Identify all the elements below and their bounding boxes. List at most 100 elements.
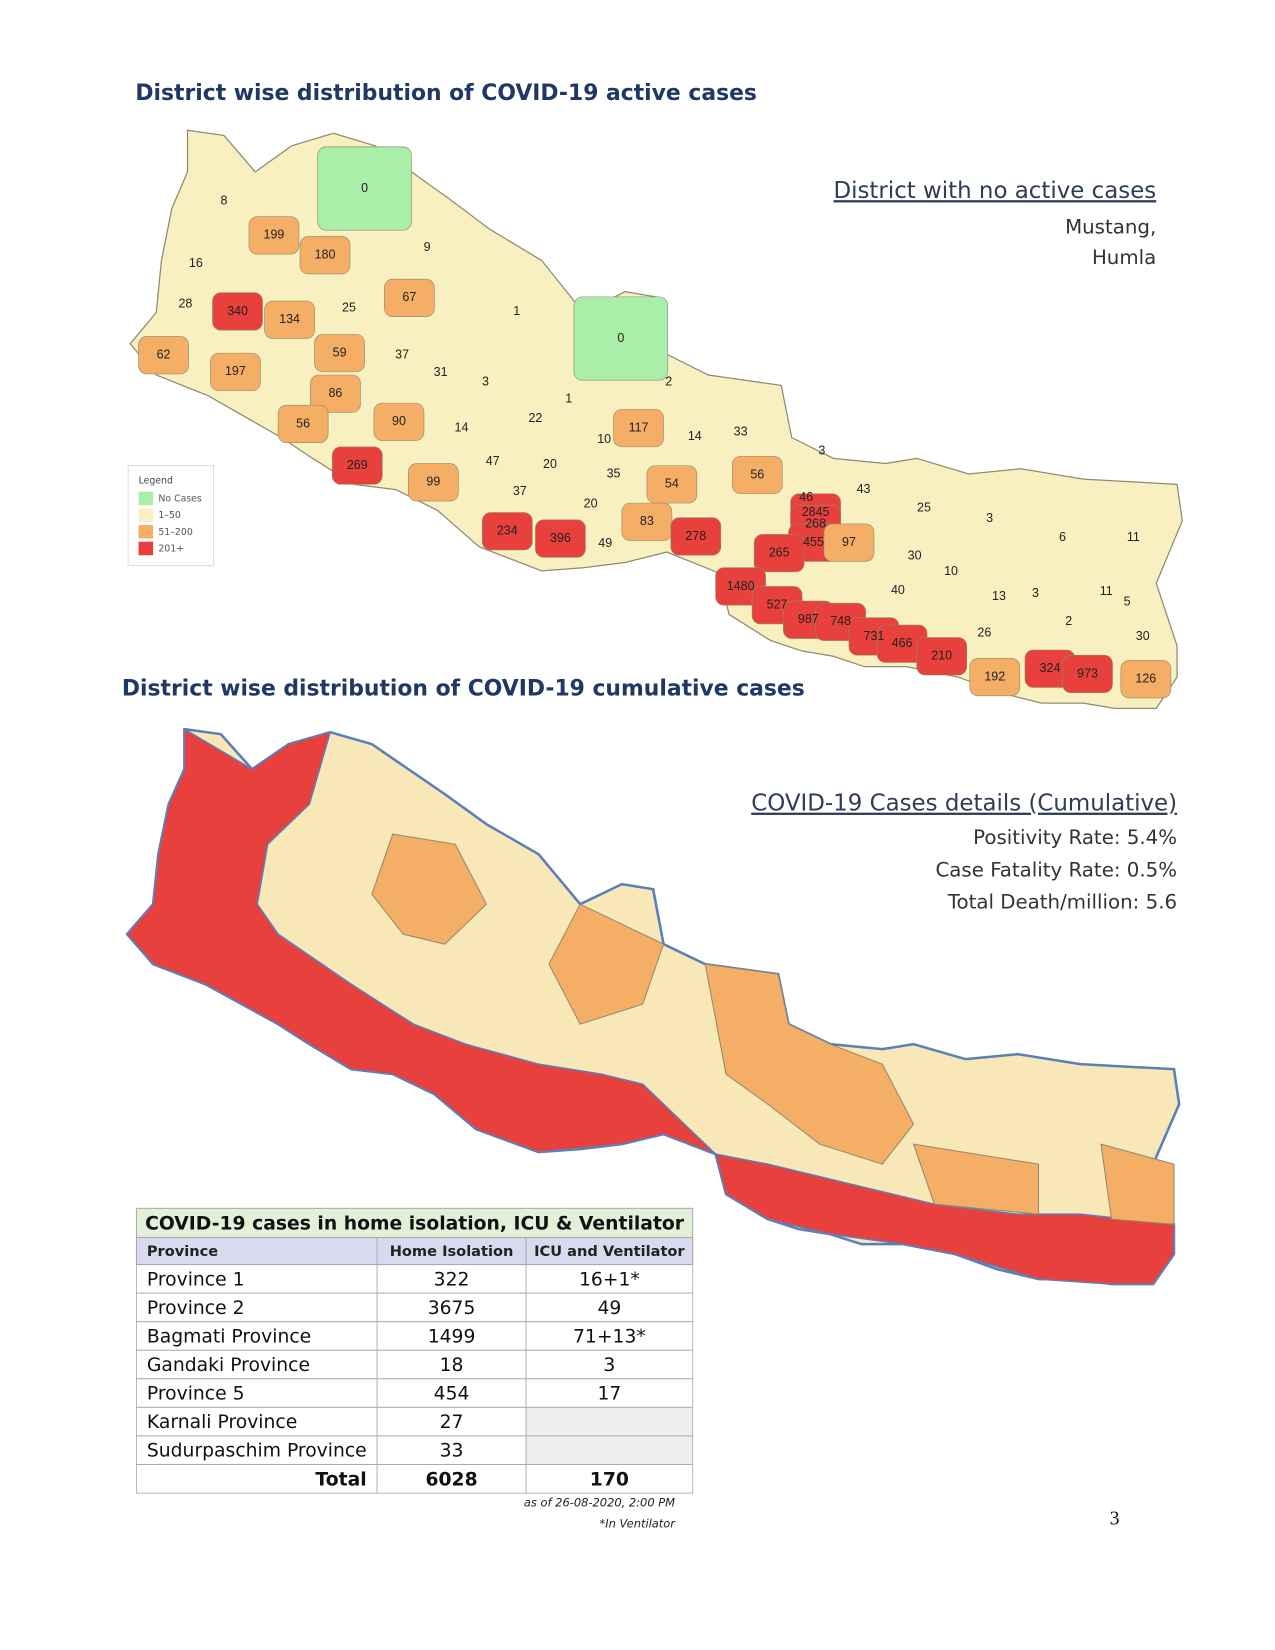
district-value: 199: [264, 228, 285, 242]
district-value: 731: [864, 629, 885, 643]
district-value: 11: [1100, 584, 1113, 598]
side-line: Mustang,: [1065, 216, 1156, 239]
table-text: Gandaki Province: [147, 1355, 310, 1376]
table-title: COVID-19 cases in home isolation, ICU & …: [145, 1213, 685, 1234]
district-value: 197: [225, 364, 246, 378]
district-value: 13: [992, 589, 1006, 603]
table-text: Karnali Province: [147, 1412, 297, 1433]
district: [408, 463, 459, 502]
district-value: 28: [178, 296, 192, 310]
district-value: 3: [482, 375, 489, 389]
district-value: 10: [597, 432, 611, 446]
table-text: 17: [597, 1384, 621, 1405]
table-text: 16+1*: [579, 1269, 640, 1290]
district-value: 234: [497, 524, 518, 538]
district-value: 748: [830, 614, 851, 628]
district-value: 9: [424, 240, 431, 254]
district: [310, 374, 361, 413]
district-value: 5: [1124, 594, 1131, 608]
district-value: 97: [842, 535, 856, 549]
table-text: Home Isolation: [390, 1243, 514, 1260]
district-value: 59: [333, 345, 347, 359]
district: [613, 409, 664, 448]
table-text: 1499: [428, 1326, 476, 1347]
district: [731, 455, 783, 495]
district-value: 455: [803, 535, 824, 549]
table-text: 33: [440, 1441, 464, 1462]
district-value: 396: [550, 531, 571, 545]
table-text: 322: [434, 1269, 470, 1290]
legend: Legend No Cases 1–50 51–200 201+: [127, 465, 215, 567]
district-value: 3: [818, 443, 825, 457]
district: [138, 336, 189, 375]
district: [264, 300, 315, 339]
legend-title: Legend: [139, 476, 173, 487]
map-title: District wise distribution of COVID-19 a…: [135, 81, 757, 106]
table-text: Province 2: [147, 1298, 245, 1319]
district-value: 25: [342, 301, 356, 315]
table-text: Province 5: [147, 1384, 245, 1405]
district: [277, 404, 329, 444]
legend-swatch: [138, 491, 154, 506]
district-value: 269: [347, 458, 368, 472]
district-value: 324: [1040, 661, 1061, 675]
page-number: 3: [1110, 1507, 1120, 1529]
district-value: 1: [513, 304, 520, 318]
legend-swatch: [138, 525, 154, 539]
district-value: 83: [640, 514, 654, 528]
district: [670, 517, 722, 556]
district-value: 134: [279, 312, 300, 326]
district: [969, 658, 1021, 697]
district-value: 1480: [727, 579, 755, 593]
district-value: 35: [607, 466, 621, 480]
district: [573, 296, 669, 381]
map-title: District wise distribution of COVID-19 c…: [122, 677, 805, 702]
district-value: 25: [917, 501, 931, 515]
district-value: 3: [986, 511, 993, 525]
district-value: 210: [931, 649, 952, 663]
district: [481, 512, 533, 551]
district-value: 56: [750, 467, 764, 481]
district-value: 466: [892, 636, 913, 650]
side-heading: District with no active cases: [834, 178, 1157, 204]
legend-label: 1–50: [158, 510, 181, 521]
table-text: Total: [315, 1469, 366, 1490]
district: [299, 236, 351, 275]
table-text: ICU and Ventilator: [534, 1243, 685, 1260]
district-value: 22: [528, 411, 542, 425]
table-title-bg: [135, 1207, 694, 1239]
district-value: 37: [513, 484, 527, 498]
legend-swatch: [138, 508, 154, 522]
side-heading: COVID-19 Cases details (Cumulative): [751, 791, 1177, 817]
district-value: 20: [584, 496, 598, 510]
table-text: Province 1: [147, 1269, 245, 1290]
district-value: 54: [665, 477, 679, 491]
legend-label: 51–200: [158, 527, 192, 538]
district: [248, 216, 300, 255]
legend-label: No Cases: [158, 493, 202, 504]
district-value: 33: [734, 425, 748, 439]
district-value: 340: [227, 304, 248, 318]
district-value: 49: [598, 536, 612, 550]
district-value: 26: [977, 626, 991, 640]
district-value: 90: [392, 414, 406, 428]
district-value: 43: [857, 482, 871, 496]
note: *In Ventilator: [600, 1516, 677, 1530]
district-value: 31: [434, 365, 448, 379]
district-value: 46: [799, 490, 813, 504]
table-text: 49: [597, 1298, 621, 1319]
district: [314, 334, 365, 373]
table-text: 18: [440, 1355, 464, 1376]
district-value: 1: [565, 391, 572, 405]
district-value: 16: [189, 256, 203, 270]
table-text: Bagmati Province: [147, 1326, 311, 1347]
district-value: 56: [296, 416, 310, 430]
district-value: 10: [944, 564, 958, 578]
district-value: 180: [315, 248, 336, 262]
table-text: 170: [590, 1469, 629, 1490]
district-value: 3: [1032, 586, 1039, 600]
district-value: 14: [688, 429, 702, 443]
district-value: 987: [798, 612, 819, 626]
district: [384, 278, 435, 317]
